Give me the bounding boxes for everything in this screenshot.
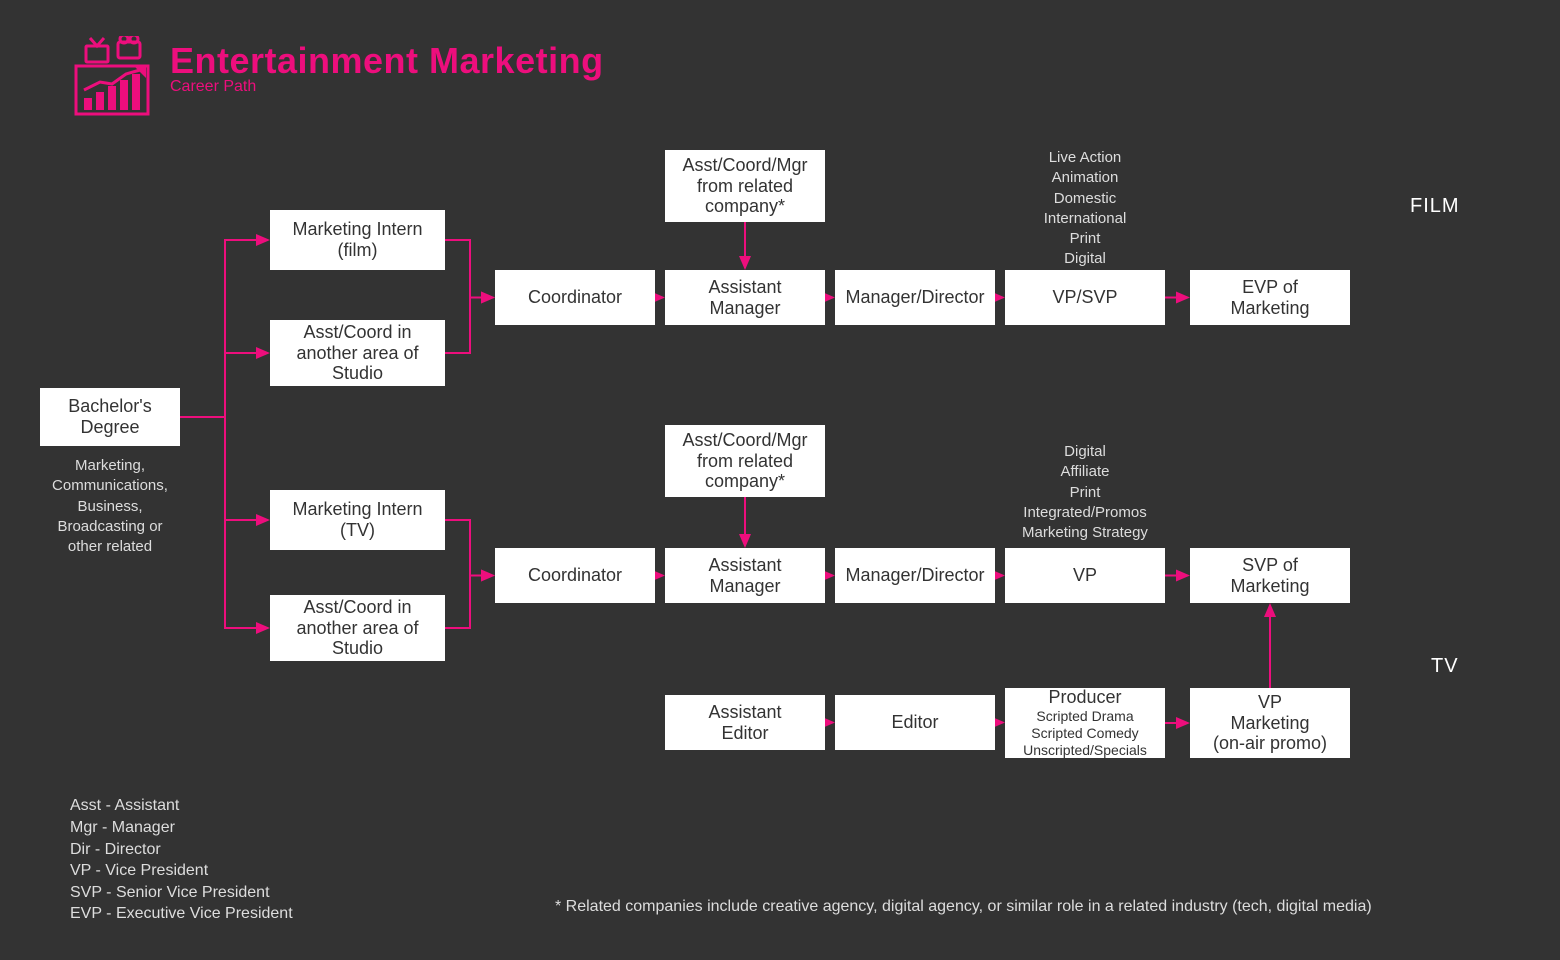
logo-icon — [74, 36, 160, 121]
node-tv_producer: ProducerScripted DramaScripted ComedyUns… — [1005, 688, 1165, 758]
legend-line: SVP - Senior Vice President — [70, 882, 293, 904]
footnote-text: * Related companies include creative age… — [555, 898, 1372, 916]
node-degree: Bachelor'sDegree — [40, 388, 180, 446]
page-title-block: Entertainment Marketing Career Path — [170, 40, 604, 96]
degree-sublabel: Marketing,Communications,Business,Broadc… — [0, 456, 220, 557]
page-title: Entertainment Marketing — [170, 40, 604, 82]
node-film_coord: Coordinator — [495, 270, 655, 325]
legend-line: VP - Vice President — [70, 860, 293, 882]
legend-line: Mgr - Manager — [70, 817, 293, 839]
vp-film-sublabel: Live ActionAnimationDomesticInternationa… — [975, 148, 1195, 270]
node-film_evp: EVP ofMarketing — [1190, 270, 1350, 325]
node-film_asst_other: Asst/Coord inanother area ofStudio — [270, 320, 445, 386]
node-tv_vp: VP — [1005, 548, 1165, 603]
node-film_asst_mgr: AssistantManager — [665, 270, 825, 325]
node-tv_asst_other: Asst/Coord inanother area ofStudio — [270, 595, 445, 661]
legend-line: Dir - Director — [70, 839, 293, 861]
node-tv_vp_onair: VPMarketing(on-air promo) — [1190, 688, 1350, 758]
node-tv_asst_editor: AssistantEditor — [665, 695, 825, 750]
node-tv_related: Asst/Coord/Mgrfrom relatedcompany* — [665, 425, 825, 497]
node-film_vp: VP/SVP — [1005, 270, 1165, 325]
node-tv_asst_mgr: AssistantManager — [665, 548, 825, 603]
node-film_mgr_dir: Manager/Director — [835, 270, 995, 325]
node-film_intern: Marketing Intern(film) — [270, 210, 445, 270]
legend-line: EVP - Executive Vice President — [70, 903, 293, 925]
vp-tv-sublabel: DigitalAffiliatePrintIntegrated/PromosMa… — [975, 442, 1195, 543]
node-tv_intern: Marketing Intern(TV) — [270, 490, 445, 550]
node-tv_mgr_dir: Manager/Director — [835, 548, 995, 603]
node-film_related: Asst/Coord/Mgrfrom relatedcompany* — [665, 150, 825, 222]
legend-line: Asst - Assistant — [70, 795, 293, 817]
node-tv_svp: SVP ofMarketing — [1190, 548, 1350, 603]
node-tv_coord: Coordinator — [495, 548, 655, 603]
track-label-tv: TV — [1431, 655, 1459, 678]
legend-block: Asst - Assistant Mgr - Manager Dir - Dir… — [70, 795, 293, 925]
node-tv_editor: Editor — [835, 695, 995, 750]
track-label-film: FILM — [1410, 195, 1460, 218]
